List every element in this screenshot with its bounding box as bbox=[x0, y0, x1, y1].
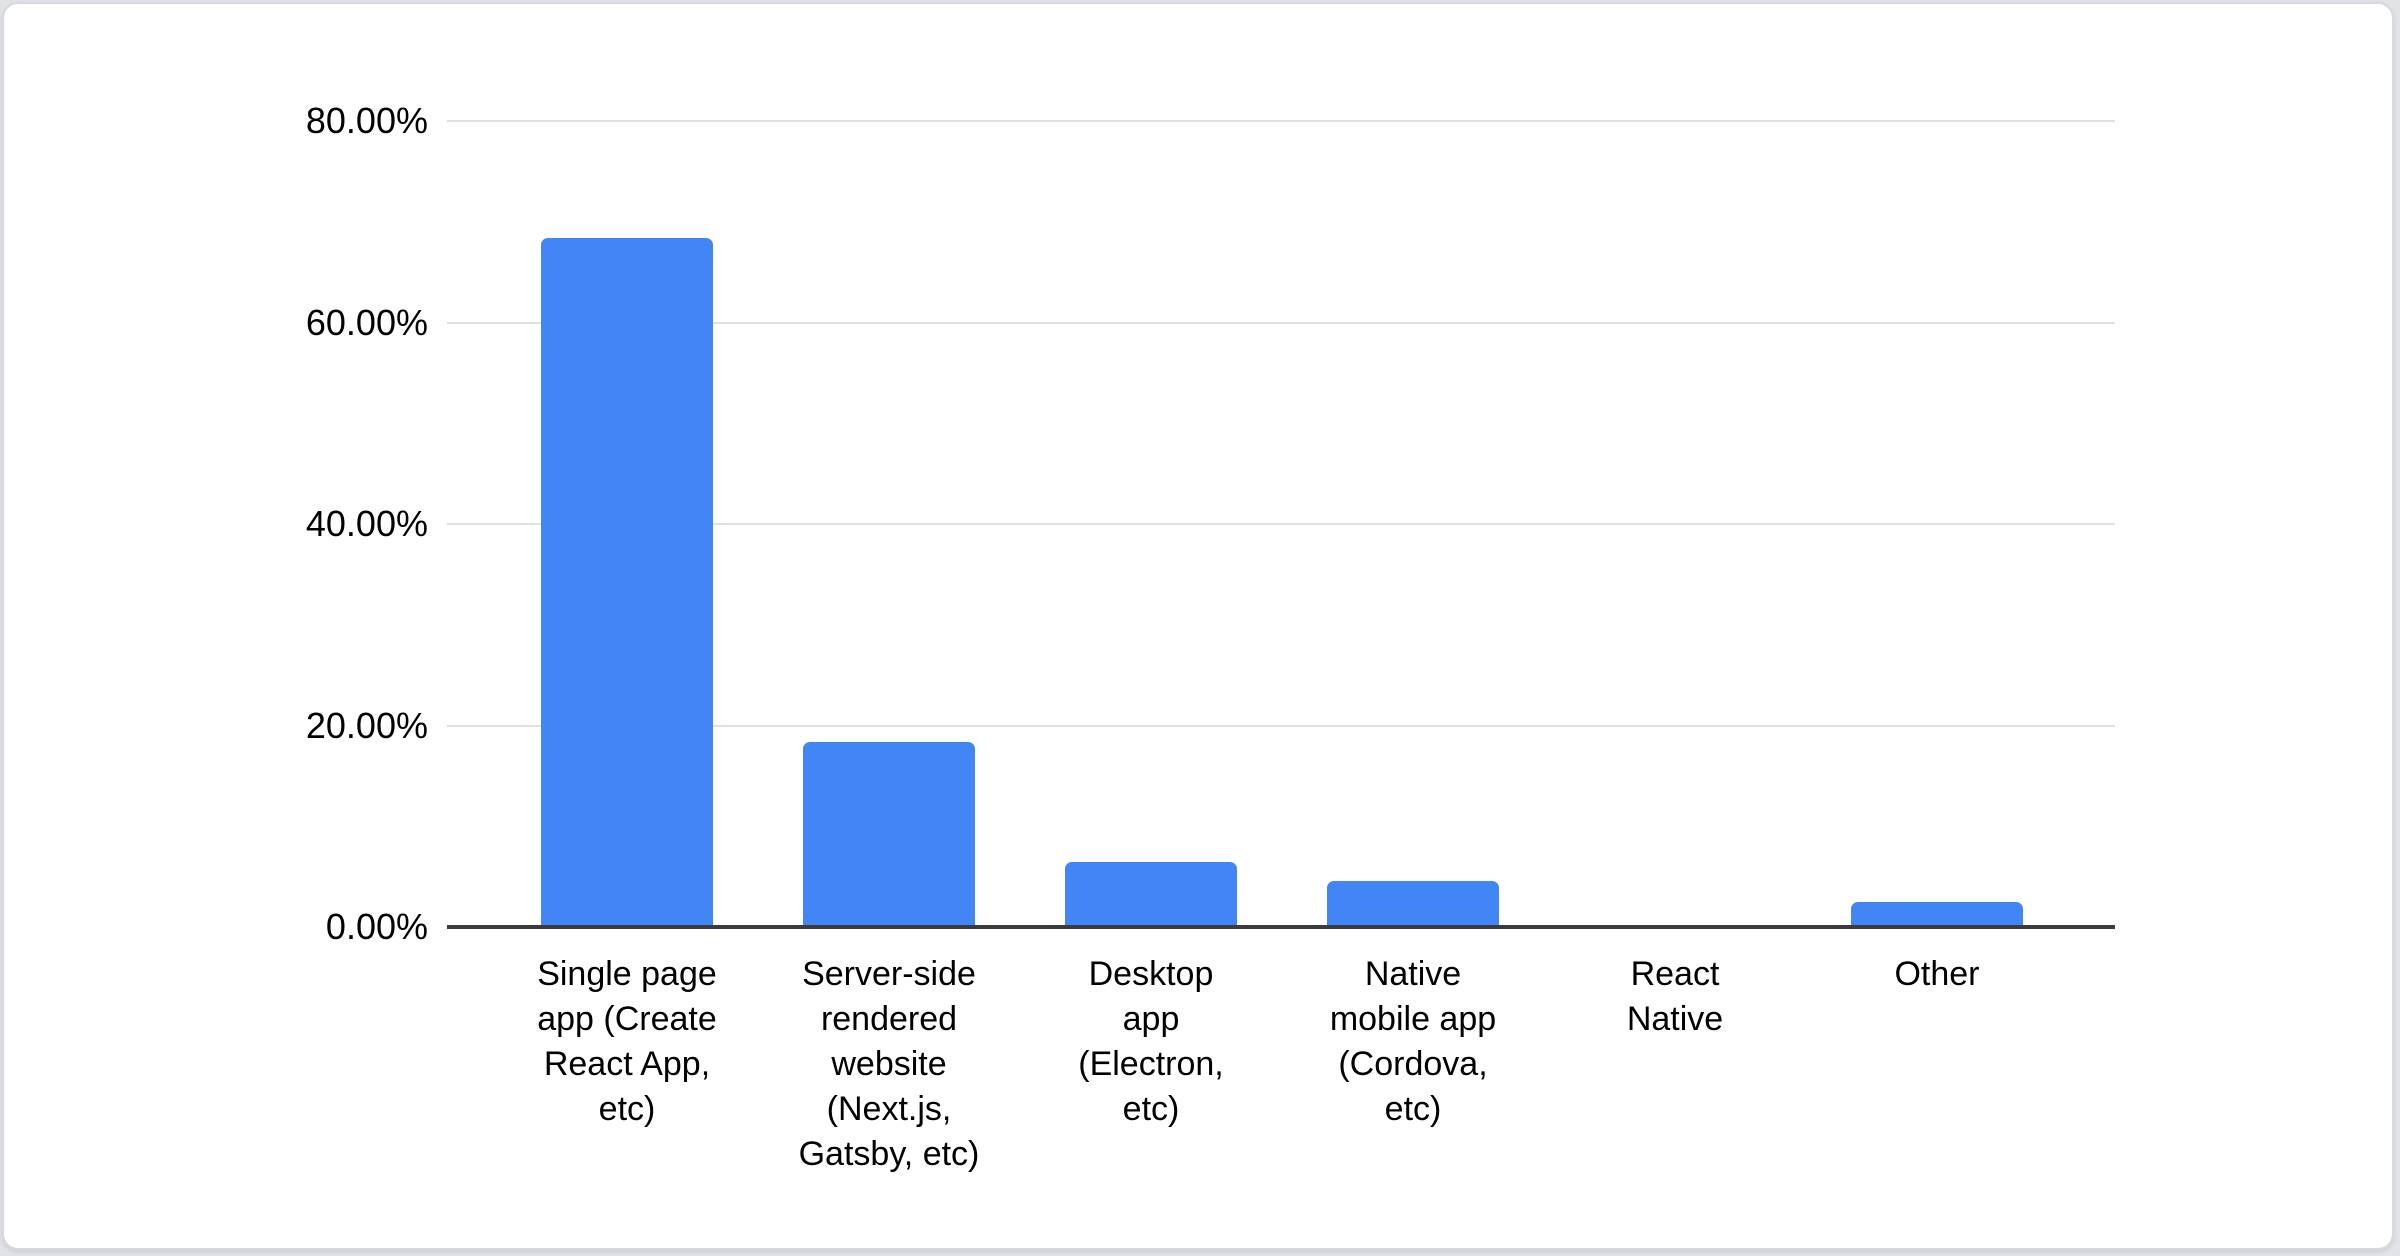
plot-area: 0.00% 20.00% 40.00% 60.00% 80.00% Single page… bbox=[4, 4, 2400, 1248]
bar[interactable] bbox=[1851, 902, 2023, 927]
x-axis-line bbox=[447, 925, 2115, 929]
y-axis-tick-label: 0.00% bbox=[325, 906, 428, 947]
y-axis-tick-label: 20.00% bbox=[305, 704, 428, 746]
gridline bbox=[447, 120, 2115, 122]
y-axis-tick-label: 40.00% bbox=[305, 503, 428, 544]
category-label: Single page app (Create React App, etc) bbox=[537, 955, 717, 1128]
category-label: Other bbox=[1894, 955, 1980, 993]
category-label: Native mobile app (Cordova, etc) bbox=[1329, 955, 1497, 1128]
category-label: React Native bbox=[1626, 955, 1724, 1038]
gridline bbox=[447, 321, 2115, 324]
bar[interactable] bbox=[541, 238, 713, 927]
bar[interactable] bbox=[1327, 881, 1499, 927]
bar[interactable] bbox=[803, 742, 975, 927]
bar[interactable] bbox=[1065, 862, 1237, 927]
gridline bbox=[447, 724, 2115, 727]
category-label: Desktop app (Electron, etc) bbox=[1078, 955, 1224, 1128]
gridline bbox=[447, 523, 2115, 525]
category-label: Server-side rendered website (Next.js, G… bbox=[798, 955, 980, 1173]
y-axis-tick-label: 80.00% bbox=[305, 100, 428, 141]
y-axis-tick-label: 60.00% bbox=[305, 301, 428, 343]
